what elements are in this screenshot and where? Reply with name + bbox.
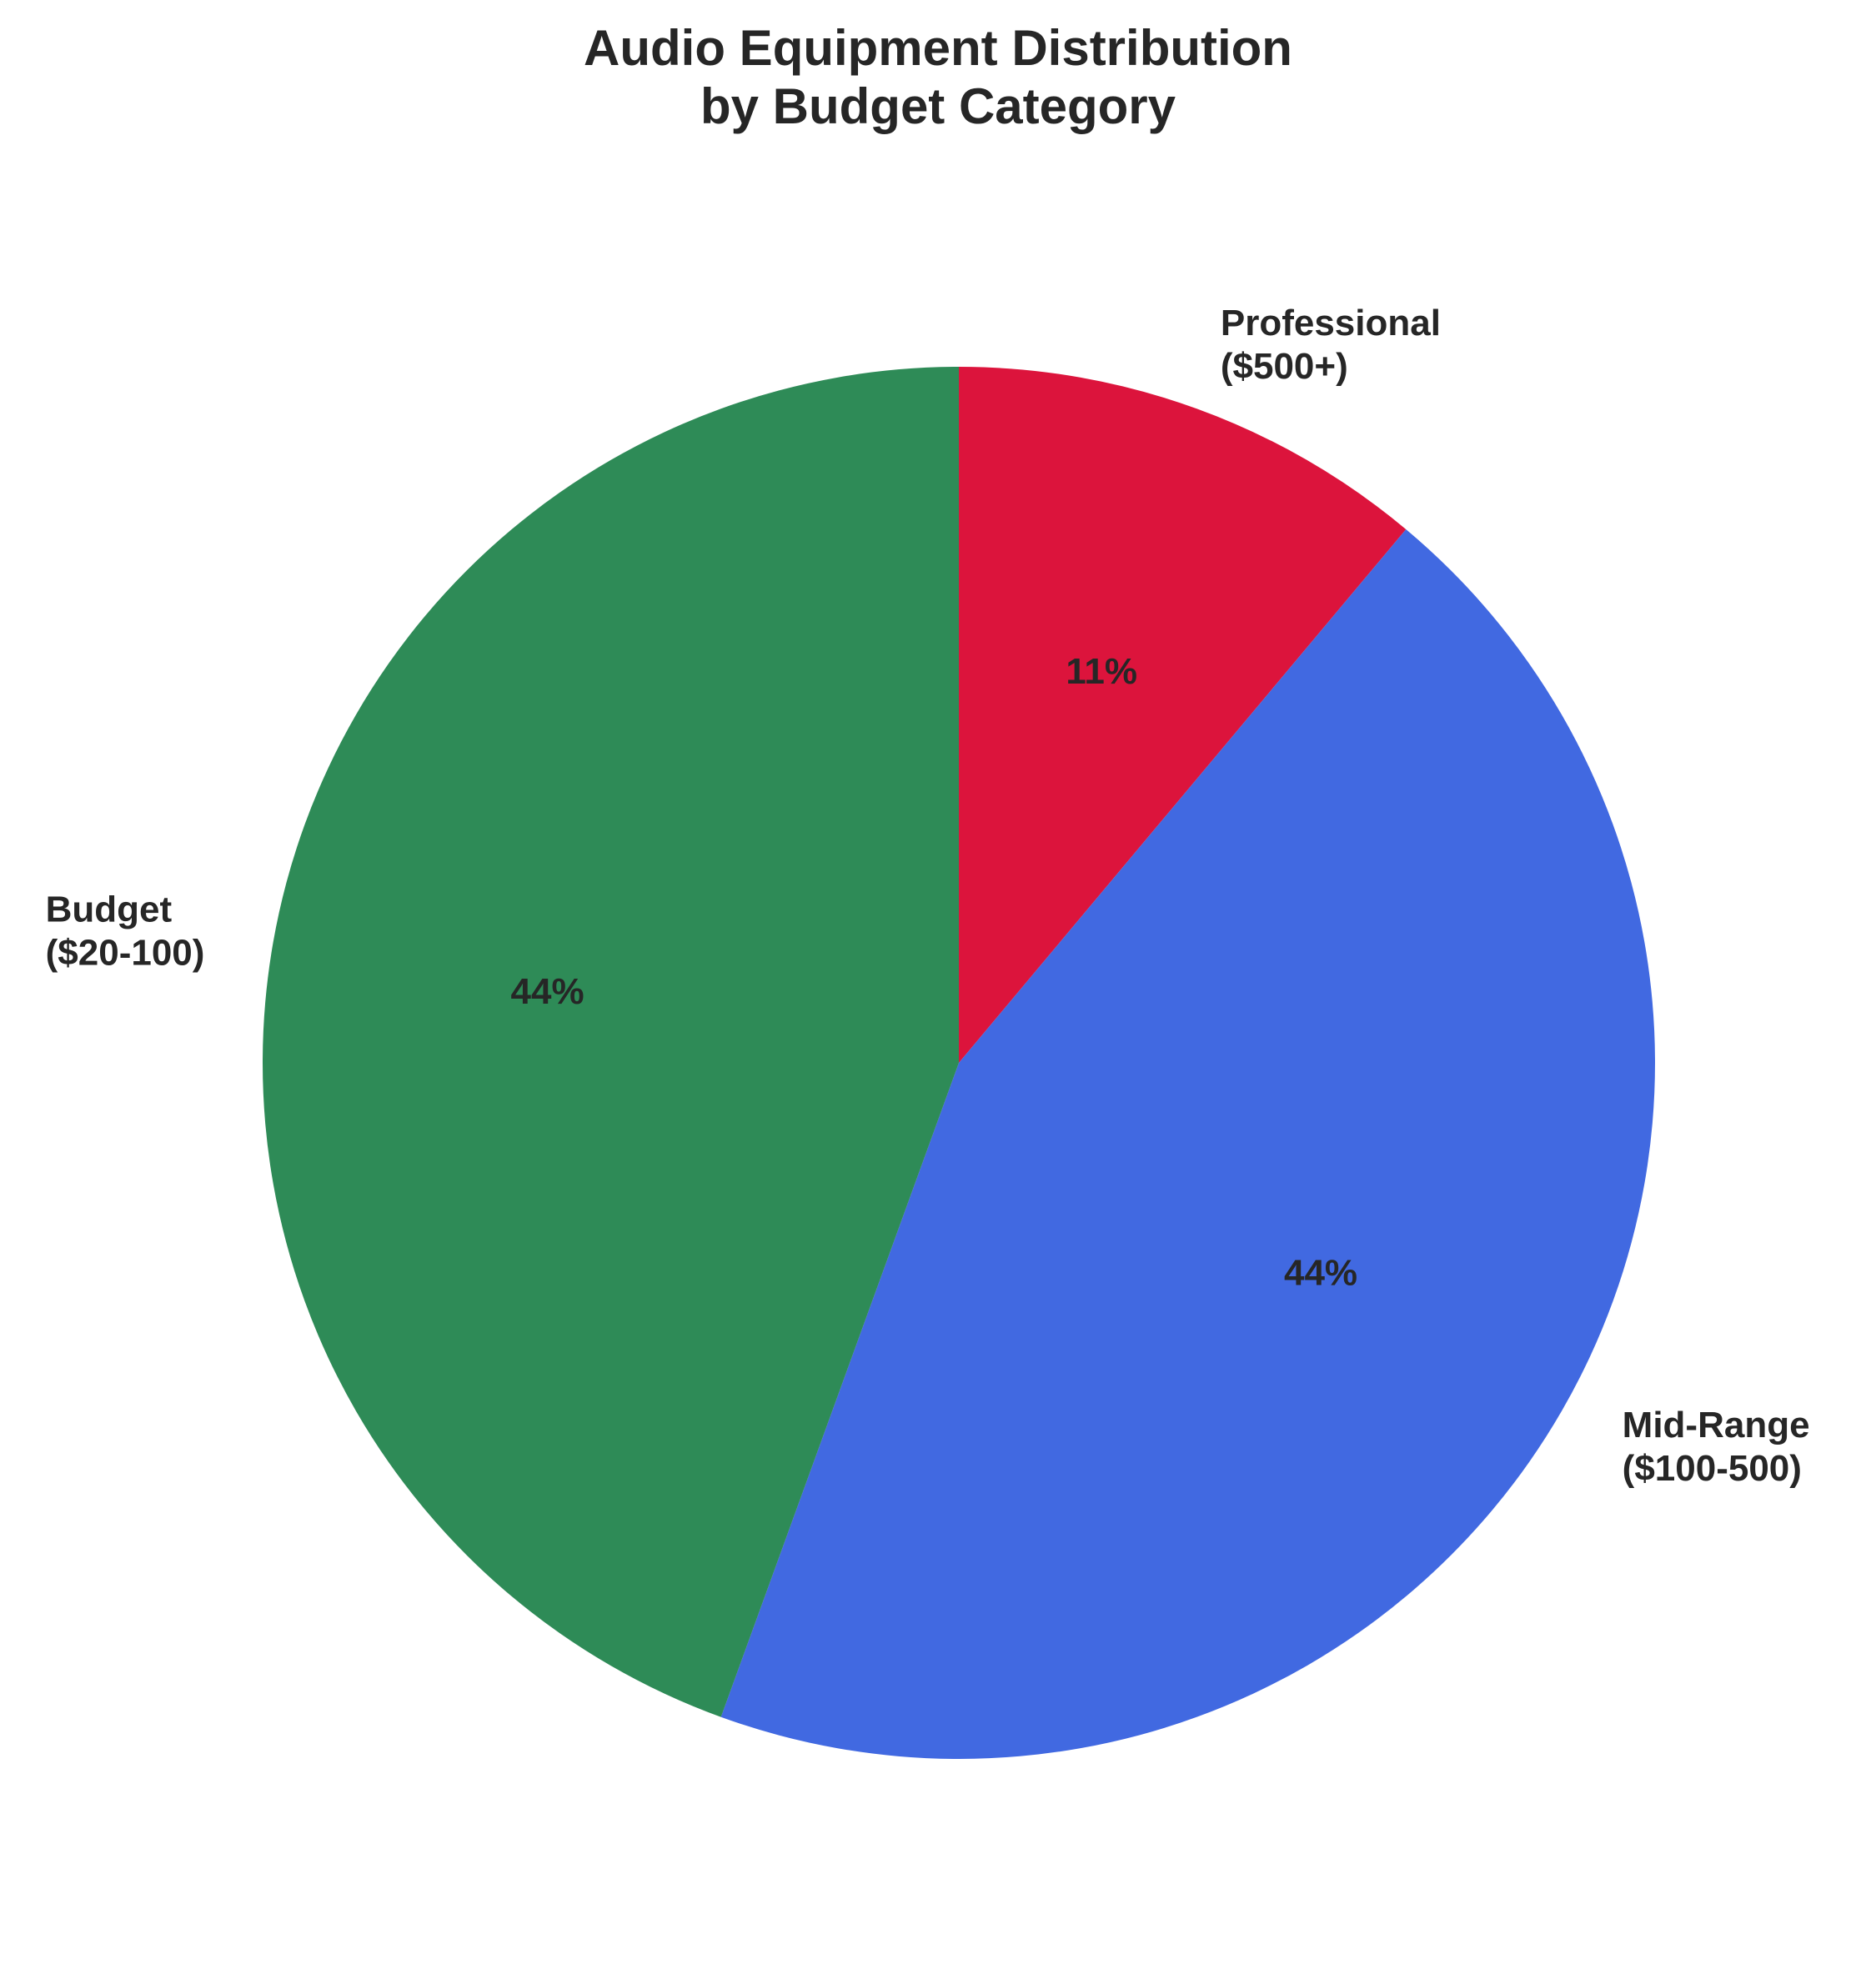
pie-slice-professional <box>959 367 1407 1063</box>
pct-label-budget: 44% <box>511 971 584 1012</box>
pct-label-professional: 11% <box>1066 651 1137 692</box>
pie-slice-budget <box>263 367 959 1717</box>
category-label-budget-line-1: Budget <box>46 889 173 930</box>
category-label-professional-line-1: Professional <box>1221 303 1441 343</box>
chart-title-line-1: Audio Equipment Distribution <box>584 20 1292 76</box>
pie-slice-midrange <box>720 529 1656 1759</box>
pie-slices <box>263 367 1656 1759</box>
chart-title-line-2: by Budget Category <box>700 78 1176 134</box>
category-label-professional-line-2: ($500+) <box>1221 346 1348 387</box>
category-label-professional: Professional ($500+) <box>1221 303 1441 387</box>
category-label-midrange-line-1: Mid-Range <box>1623 1405 1810 1445</box>
category-label-budget: Budget ($20-100) <box>46 889 205 974</box>
category-label-midrange: Mid-Range ($100-500) <box>1623 1405 1810 1489</box>
pct-label-midrange: 44% <box>1284 1252 1357 1293</box>
pie-labels: 11% Professional ($500+) 44% Mid-Range ($100-… <box>46 303 1810 1489</box>
category-label-midrange-line-2: ($100-500) <box>1623 1448 1802 1489</box>
category-label-budget-line-2: ($20-100) <box>46 933 205 974</box>
